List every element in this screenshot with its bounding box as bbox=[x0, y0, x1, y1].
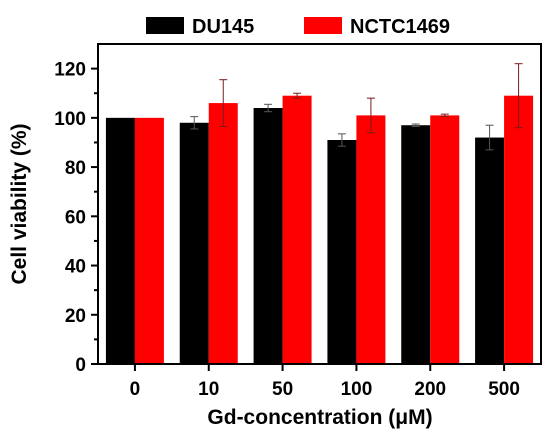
x-tick-label-10: 10 bbox=[198, 379, 219, 400]
y-tick-label-20: 20 bbox=[65, 306, 86, 327]
x-tick-label-500: 500 bbox=[488, 379, 520, 400]
bar-nctc1469-50 bbox=[282, 95, 312, 364]
legend-swatch-du145 bbox=[146, 17, 184, 34]
y-tick-label-0: 0 bbox=[75, 355, 86, 376]
plot-frame bbox=[97, 43, 542, 365]
legend-label-nctc1469: NCTC1469 bbox=[350, 16, 450, 38]
bar-du145-100 bbox=[327, 140, 357, 364]
legend-label-du145: DU145 bbox=[192, 16, 254, 38]
legend: DU145 NCTC1469 bbox=[146, 16, 450, 38]
y-tick-label-40: 40 bbox=[65, 257, 86, 278]
y-axis-ticks: 0 20 40 60 80 100 120 bbox=[54, 60, 98, 376]
bar-du145-200 bbox=[401, 125, 431, 364]
error-bars-group bbox=[190, 63, 523, 151]
bar-nctc1469-200 bbox=[430, 115, 460, 364]
bar-du145-50 bbox=[253, 108, 283, 364]
y-tick-label-60: 60 bbox=[65, 207, 86, 228]
bar-nctc1469-500 bbox=[504, 95, 534, 364]
legend-swatch-nctc1469 bbox=[304, 17, 342, 34]
bar-du145-10 bbox=[179, 122, 209, 365]
bars-group bbox=[105, 95, 534, 365]
x-tick-label-100: 100 bbox=[341, 379, 373, 400]
x-axis-label: Gd-concentration (μM) bbox=[207, 406, 432, 429]
y-tick-label-120: 120 bbox=[54, 60, 86, 81]
bar-du145-500 bbox=[475, 137, 505, 364]
bar-nctc1469-100 bbox=[356, 115, 386, 364]
x-tick-label-200: 200 bbox=[414, 379, 446, 400]
x-tick-label-0: 0 bbox=[130, 379, 141, 400]
bar-du145-0 bbox=[105, 117, 135, 364]
x-axis-ticks: 0 10 50 100 200 500 bbox=[130, 364, 520, 400]
y-tick-label-100: 100 bbox=[54, 109, 86, 130]
bar-nctc1469-10 bbox=[208, 103, 238, 365]
y-axis-label: Cell viability (%) bbox=[8, 123, 31, 284]
x-tick-label-50: 50 bbox=[272, 379, 293, 400]
bar-nctc1469-0 bbox=[134, 117, 164, 364]
y-tick-label-80: 80 bbox=[65, 158, 86, 179]
